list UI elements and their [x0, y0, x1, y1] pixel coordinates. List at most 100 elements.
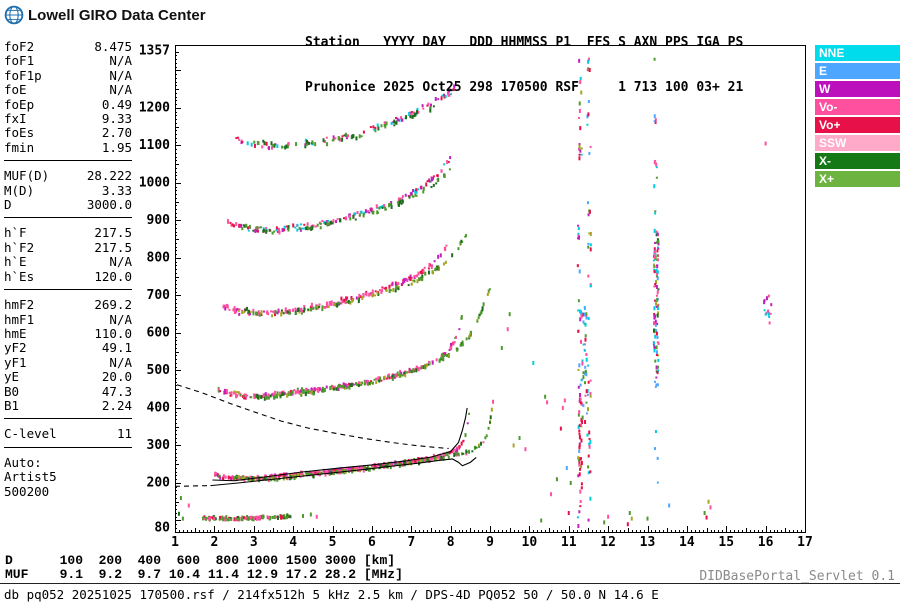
legend-item-x: X+: [815, 171, 900, 187]
legend-item-ssw: SSW: [815, 135, 900, 151]
param-row-d: D 3000.0: [4, 197, 132, 213]
param-row-he: h`E N/A: [4, 254, 132, 270]
param-row-fof1p: foF1p N/A: [4, 67, 132, 83]
param-label: h`F: [4, 225, 27, 241]
param-row-yf1: yF1 N/A: [4, 354, 132, 370]
param-row-b0: B0 47.3: [4, 383, 132, 399]
param-label: fxI: [4, 111, 27, 127]
legend-item-e: E: [815, 63, 900, 79]
param-value: N/A: [109, 82, 132, 98]
param-label: h`Es: [4, 268, 35, 284]
param-label: fmin: [4, 139, 35, 155]
param-label: foEp: [4, 96, 35, 112]
servlet-version: DIDBasePortal_Servlet 0.1: [699, 569, 895, 584]
param-label: hmF2: [4, 297, 35, 313]
param-label: C-level: [4, 426, 57, 442]
param-label: MUF(D): [4, 168, 50, 184]
header-values-row: Pruhonice 2025 Oct25 298 170500 RSF 1 71…: [305, 80, 744, 95]
param-value: N/A: [109, 354, 132, 370]
auto-line-0: Auto:: [4, 454, 42, 470]
muf-row: MUF 9.1 9.2 9.7 10.4 11.4 12.9 17.2 28.2…: [5, 567, 403, 582]
param-value: 217.5: [94, 225, 132, 241]
param-row-fmin: fmin 1.95: [4, 139, 132, 155]
param-row-foep: foEp 0.49: [4, 96, 132, 112]
param-row-mufd: MUF(D) 28.222: [4, 168, 132, 184]
param-row-hf: h`F 217.5: [4, 225, 132, 241]
giro-logo-icon: [4, 5, 24, 25]
param-label: B0: [4, 383, 20, 399]
param-label: yE: [4, 369, 20, 385]
param-group-0: foF2 8.475 foF1 N/A foF1p N/A foE N/A foEp 0.49 fx…: [4, 39, 132, 162]
param-value: N/A: [109, 53, 132, 69]
param-label: foF1: [4, 53, 35, 69]
param-value: 3000.0: [86, 197, 132, 213]
param-label: foE: [4, 82, 27, 98]
param-row-hmf1: hmF1 N/A: [4, 311, 132, 327]
param-value: 11: [116, 426, 132, 442]
param-row-clevel: C-level 11: [4, 426, 132, 442]
param-value: 269.2: [94, 297, 132, 313]
param-value: 120.0: [94, 268, 132, 284]
param-group-3: hmF2 269.2 hmF1 N/A hmE 110.0 yF2 49.1 yF1 N/A yE 2…: [4, 290, 132, 420]
param-value: N/A: [109, 254, 132, 270]
status-text: db pq052 20251025 170500.rsf / 214fx512h…: [4, 587, 659, 602]
legend-item-nne: NNE: [815, 45, 900, 61]
param-row-hme: hmE 110.0: [4, 325, 132, 341]
param-row-fof1: foF1 N/A: [4, 53, 132, 69]
param-label: foF1p: [4, 67, 42, 83]
legend-item-x: X-: [815, 153, 900, 169]
brand-title: Lowell GIRO Data Center: [28, 7, 206, 24]
param-value: N/A: [109, 67, 132, 83]
param-label: B1: [4, 397, 20, 413]
param-row-md: M(D) 3.33: [4, 182, 132, 198]
status-separator: [0, 583, 900, 584]
legend-item-vo: Vo-: [815, 99, 900, 115]
param-value: 2.24: [101, 397, 132, 413]
param-row-fxi: fxI 9.33: [4, 111, 132, 127]
param-row-hmf2: hmF2 269.2: [4, 297, 132, 313]
param-label: yF1: [4, 354, 27, 370]
parameter-panel: foF2 8.475 foF1 N/A foF1p N/A foE N/A foEp 0.49 fx…: [4, 39, 132, 504]
station-header: Station YYYY DAY DDD HHMMSS P1 FFS S AXN…: [305, 5, 743, 110]
param-label: h`F2: [4, 239, 35, 255]
param-value: 9.33: [101, 111, 132, 127]
distance-row: D 100 200 400 600 800 1000 1500 3000 [km…: [5, 553, 396, 568]
param-label: hmF1: [4, 311, 35, 327]
param-row-hes: h`Es 120.0: [4, 268, 132, 284]
param-row-b1: B1 2.24: [4, 397, 132, 413]
param-value: 217.5: [94, 239, 132, 255]
param-value: 1.95: [101, 139, 132, 155]
header-columns-row: Station YYYY DAY DDD HHMMSS P1 FFS S AXN…: [305, 35, 744, 50]
auto-line-1: Artist5: [4, 469, 57, 485]
param-value: 3.33: [101, 182, 132, 198]
param-row-hf2: h`F2 217.5: [4, 239, 132, 255]
param-row-foes: foEs 2.70: [4, 125, 132, 141]
param-row-foe: foE N/A: [4, 82, 132, 98]
param-value: 8.475: [94, 39, 132, 54]
param-row-fof2: foF2 8.475: [4, 39, 132, 54]
legend-item-w: W: [815, 81, 900, 97]
param-group-4: C-level 11: [4, 419, 132, 448]
param-value: N/A: [109, 311, 132, 327]
auto-line-2: 500200: [4, 483, 50, 499]
param-label: h`E: [4, 254, 27, 270]
param-value: 110.0: [94, 325, 132, 341]
param-value: 0.49: [101, 96, 132, 112]
param-value: 20.0: [101, 369, 132, 385]
direction-legend: NNE E W Vo- Vo+ SSW X- X+: [815, 45, 900, 189]
param-label: M(D): [4, 182, 35, 198]
auto-scaler-info: Auto: Artist5 500200: [4, 448, 132, 504]
param-value: 47.3: [101, 383, 132, 399]
param-group-1: MUF(D) 28.222 M(D) 3.33 D 3000.0: [4, 161, 132, 219]
param-group-2: h`F 217.5 h`F2 217.5 h`E N/A h`Es 120.0: [4, 218, 132, 291]
param-label: D: [4, 197, 12, 213]
param-label: foEs: [4, 125, 35, 141]
param-label: yF2: [4, 340, 27, 356]
legend-item-vo: Vo+: [815, 117, 900, 133]
param-label: foF2: [4, 39, 35, 54]
param-value: 2.70: [101, 125, 132, 141]
param-value: 49.1: [101, 340, 132, 356]
param-row-ye: yE 20.0: [4, 369, 132, 385]
param-label: hmE: [4, 325, 27, 341]
